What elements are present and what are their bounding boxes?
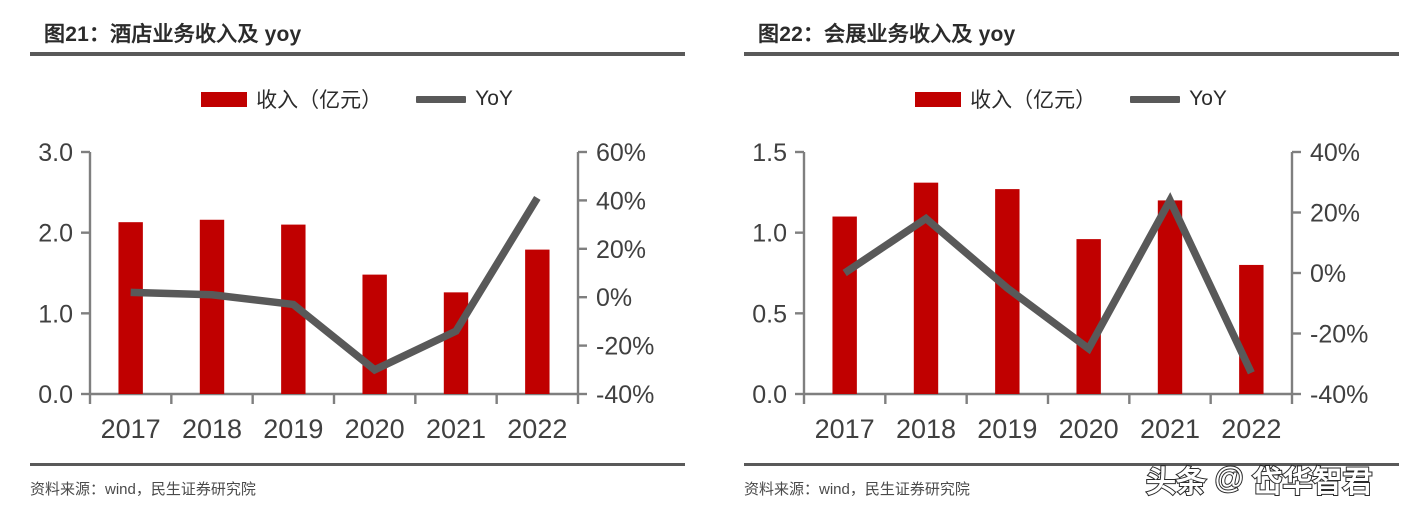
x-axis-label-2019: 2019 xyxy=(977,414,1037,444)
title-underline-rule xyxy=(30,52,685,56)
legend-bar-swatch-icon xyxy=(201,91,248,107)
y-axis-right-tick-label: 40% xyxy=(596,187,646,215)
legend-line-swatch-icon xyxy=(416,95,467,103)
chart-21-svg: 0.0 1.0 2.0 3.0 -40% -20% 0% 20% 40% 60% 2017 2018 2… xyxy=(38,139,654,444)
y-axis-left-tick-label: 1.0 xyxy=(38,300,73,328)
bar-2020[interactable] xyxy=(362,274,387,394)
legend-chart-22: 收入（亿元） YoY xyxy=(714,84,1428,114)
bar-2021[interactable] xyxy=(443,292,469,394)
x-axis-label-2022: 2022 xyxy=(1221,414,1281,444)
y-axis-left-tick-label: 1.0 xyxy=(752,220,787,248)
watermark-at-symbol: @ xyxy=(1213,461,1246,496)
legend-label-revenue: 收入（亿元） xyxy=(256,89,383,112)
x-axis-label-2021: 2021 xyxy=(426,414,486,444)
legend-label-revenue: 收入（亿元） xyxy=(970,89,1097,112)
x-axis-label-2017: 2017 xyxy=(101,414,161,444)
legend-item-yoy[interactable]: YoY xyxy=(416,87,513,111)
y-axis-right-tick-label: -20% xyxy=(596,333,654,361)
x-axis-label-2021: 2021 xyxy=(1140,414,1200,444)
watermark-account: 岱华智君 xyxy=(1251,465,1373,500)
y-axis-right-tick-label: -40% xyxy=(596,381,654,409)
source-note-chart-22: 资料来源：wind，民生证券研究院 xyxy=(744,481,970,498)
y-axis-right-tick-label: 20% xyxy=(596,236,646,264)
bar-2020[interactable] xyxy=(1076,239,1101,394)
chart-22-svg: 0.0 0.5 1.0 1.5 -40% -20% 0% 20% 40% 2017 2018 2019… xyxy=(752,139,1368,444)
page-title-chart-22: 图22：会展业务收入及 yoy xyxy=(758,23,1016,46)
x-axis-label-2018: 2018 xyxy=(896,414,956,444)
y-axis-right-tick-label: 60% xyxy=(596,139,646,167)
y-axis-right-tick-label: 0% xyxy=(1310,260,1346,288)
legend-item-revenue[interactable]: 收入（亿元） xyxy=(201,84,382,114)
bar-2021[interactable] xyxy=(1157,200,1183,394)
bar-2017[interactable] xyxy=(832,216,857,394)
y-axis-left-tick-label: 0.0 xyxy=(38,381,73,409)
y-axis-right-tick-label: 20% xyxy=(1310,200,1360,228)
x-axis-label-2019: 2019 xyxy=(263,414,323,444)
y-axis-left-tick-label: 2.0 xyxy=(38,220,73,248)
y-axis-right-tick-label: -40% xyxy=(1310,381,1368,409)
x-axis-label-2020: 2020 xyxy=(1059,414,1119,444)
x-axis-label-2017: 2017 xyxy=(815,414,875,444)
legend-label-yoy: YoY xyxy=(475,87,513,110)
bar-2022[interactable] xyxy=(525,249,550,394)
legend-line-swatch-icon xyxy=(1130,95,1181,103)
bar-2022[interactable] xyxy=(1239,264,1264,394)
chart-panel-exhibition: 图22：会展业务收入及 yoy 收入（亿元） YoY 0.0 0.5 1.0 1.5 -… xyxy=(714,0,1428,523)
footer-rule-left xyxy=(30,463,685,466)
title-underline-rule xyxy=(744,52,1399,56)
legend-chart-21: 收入（亿元） YoY xyxy=(0,84,714,114)
legend-item-yoy[interactable]: YoY xyxy=(1130,87,1227,111)
footer-rule-right xyxy=(744,463,1399,466)
page-title-chart-21: 图21：酒店业务收入及 yoy xyxy=(44,23,302,46)
watermark-toutiao: 头条 @ 岱华智君 xyxy=(1145,457,1373,501)
x-axis-label-2022: 2022 xyxy=(507,414,567,444)
y-axis-left-tick-label: 0.5 xyxy=(752,300,787,328)
legend-item-revenue[interactable]: 收入（亿元） xyxy=(915,84,1096,114)
plot-area-chart-21: 0.0 1.0 2.0 3.0 -40% -20% 0% 20% 40% 60% 2017 2018 2… xyxy=(0,128,714,448)
legend-label-yoy: YoY xyxy=(1189,87,1227,110)
plot-area-chart-22: 0.0 0.5 1.0 1.5 -40% -20% 0% 20% 40% 2017 2018 2019… xyxy=(714,128,1428,448)
y-axis-right-tick-label: 0% xyxy=(596,284,632,312)
y-axis-right-tick-label: -20% xyxy=(1310,321,1368,349)
watermark-brand: 头条 xyxy=(1145,465,1207,500)
yoy-line[interactable] xyxy=(842,192,1255,375)
chart-panel-hotel: 图21：酒店业务收入及 yoy 收入（亿元） YoY 0.0 1.0 2.0 3.0 -… xyxy=(0,23,714,498)
source-note-chart-21: 资料来源：wind，民生证券研究院 xyxy=(30,481,256,498)
y-axis-right-tick-label: 40% xyxy=(1310,139,1360,167)
y-axis-left-tick-label: 1.5 xyxy=(752,139,787,167)
legend-bar-swatch-icon xyxy=(915,91,962,107)
bar-2018[interactable] xyxy=(199,219,225,394)
y-axis-left-tick-label: 0.0 xyxy=(752,381,787,409)
bar-2017[interactable] xyxy=(118,222,143,394)
x-axis-label-2018: 2018 xyxy=(182,414,242,444)
x-axis-label-2020: 2020 xyxy=(345,414,405,444)
y-axis-left-tick-label: 3.0 xyxy=(38,139,73,167)
yoy-line[interactable] xyxy=(130,196,541,375)
